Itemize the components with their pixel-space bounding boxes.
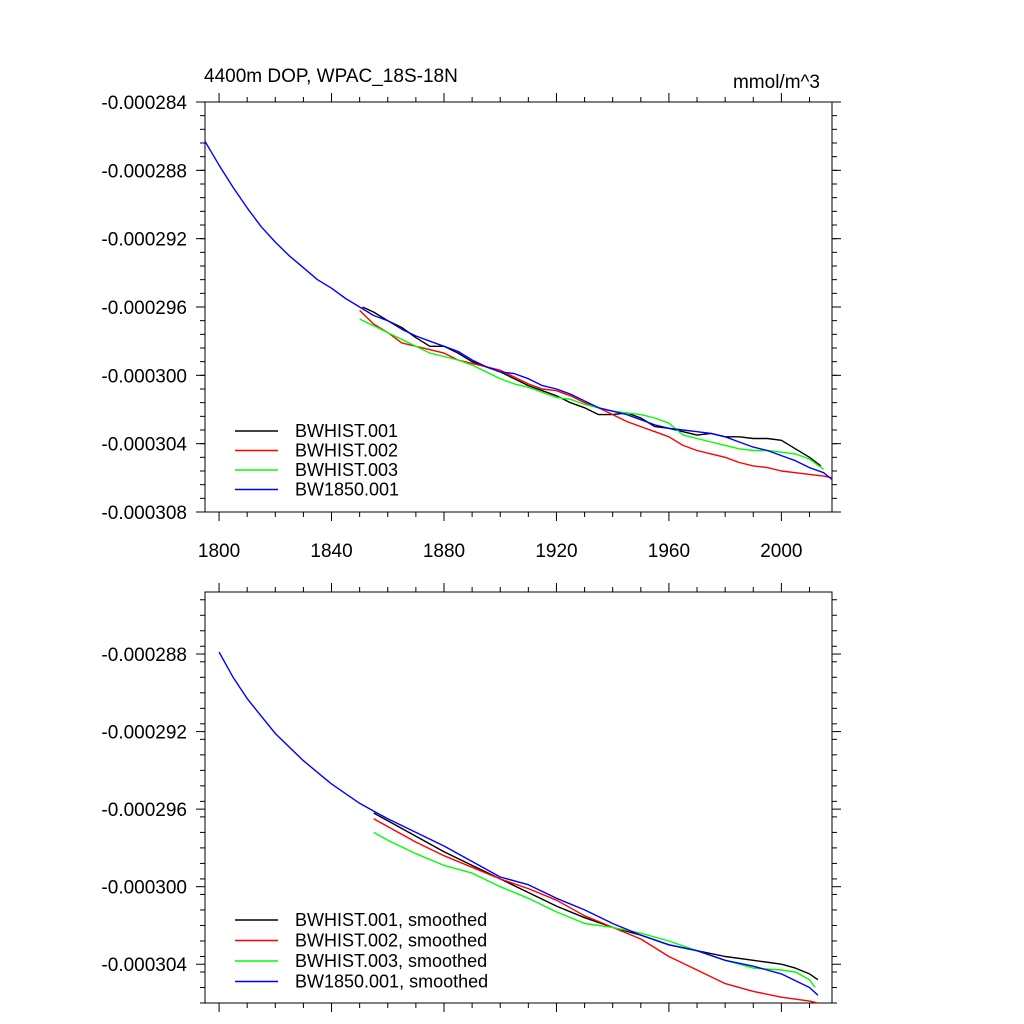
- y-tick-label: -0.000284: [101, 93, 187, 114]
- plot-frame: [204, 591, 833, 1004]
- x-tick-label: 1880: [423, 541, 465, 562]
- chart-units-label: mmol/m^3: [733, 72, 820, 93]
- y-tick-label: -0.000300: [101, 366, 187, 387]
- x-tick-label: 1840: [310, 541, 352, 562]
- x-tick-label: 1960: [648, 541, 690, 562]
- y-tick-label: -0.000288: [101, 645, 187, 666]
- legend-label: BW1850.001: [295, 480, 399, 500]
- legend-label: BWHIST.003: [295, 460, 398, 480]
- legend-label: BWHIST.001: [295, 421, 398, 441]
- series-line-bwhist-002-smoothed: [373, 818, 819, 1004]
- series-line-bwhist-003-smoothed: [373, 831, 816, 988]
- series-line-bwhist-001: [362, 306, 822, 467]
- y-tick-label: -0.000292: [101, 230, 187, 251]
- y-tick-label: -0.000308: [101, 503, 187, 524]
- y-tick-label: -0.000304: [101, 435, 187, 456]
- y-tick-label: -0.000304: [101, 955, 187, 976]
- legend-label: BWHIST.003, smoothed: [295, 951, 487, 971]
- series-line-bw1850-001-smoothed: [218, 651, 819, 996]
- x-tick-label: 1920: [535, 541, 577, 562]
- series-line-bwhist-003: [359, 318, 825, 470]
- y-tick-label: -0.000292: [101, 723, 187, 744]
- chart-panel-bottom: -0.000288 -0.000292 -0.000296 -0.000300 -0.0…: [101, 583, 841, 1012]
- y-tick-label: -0.000300: [101, 878, 187, 899]
- x-tick-label: 1800: [198, 541, 240, 562]
- x-tick-label: 2000: [760, 541, 802, 562]
- legend-label: BW1850.001, smoothed: [295, 972, 488, 992]
- y-tick-label: -0.000296: [101, 298, 187, 319]
- y-tick-label: -0.000296: [101, 800, 187, 821]
- legend-label: BWHIST.002: [295, 441, 398, 461]
- legend-label: BWHIST.002, smoothed: [295, 931, 487, 951]
- chart-title: 4400m DOP, WPAC_18S-18N: [204, 66, 458, 87]
- legend-label: BWHIST.001, smoothed: [295, 910, 487, 930]
- series-line-bw1850-001: [204, 140, 833, 481]
- chart-panel-top: 4400m DOP, WPAC_18S-18N mmol/m^3 1800 184…: [101, 66, 841, 562]
- y-tick-label: -0.000288: [101, 161, 187, 182]
